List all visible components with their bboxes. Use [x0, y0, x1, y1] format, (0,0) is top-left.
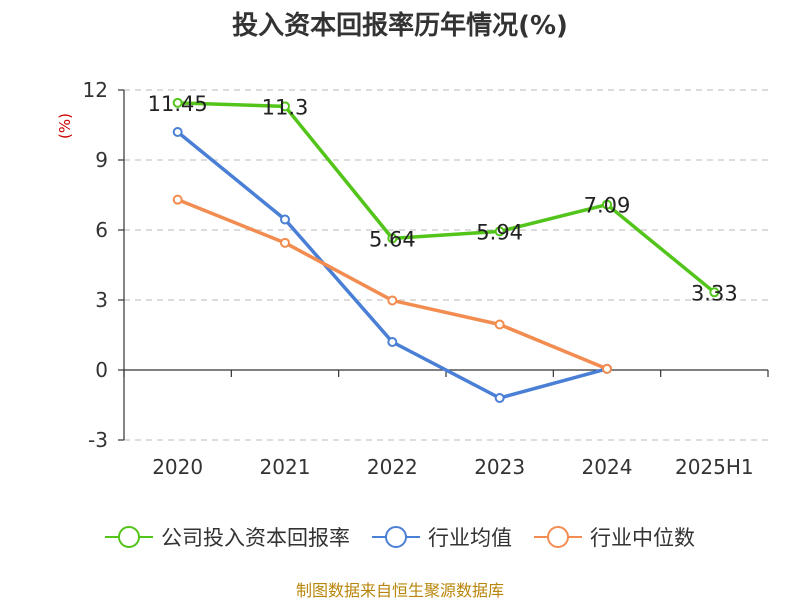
data-point	[172, 127, 183, 137]
legend-marker-icon	[385, 526, 407, 548]
legend-item[interactable]: 行业均值	[372, 526, 512, 550]
x-tick-label: 2023	[474, 455, 525, 479]
data-point	[280, 214, 290, 225]
data-label: 5.64	[369, 227, 416, 251]
gridlines	[124, 89, 768, 441]
legend-item[interactable]: 行业中位数	[534, 526, 695, 550]
data-label: 3.33	[691, 281, 738, 305]
y-tick-label: 12	[83, 78, 108, 102]
legend-label: 公司投入资本回报率	[161, 526, 350, 550]
data-point	[602, 363, 612, 374]
series-line	[176, 130, 608, 400]
data-label: 11.45	[148, 92, 208, 116]
data-point	[387, 233, 398, 244]
data-point	[387, 295, 398, 306]
data-point	[387, 337, 398, 347]
data-point	[172, 97, 183, 108]
data-point	[280, 101, 290, 112]
y-tick-label: 9	[95, 148, 108, 172]
series-line	[177, 101, 716, 294]
y-tick-label: 3	[95, 288, 108, 312]
x-tick-label: 2022	[367, 455, 418, 479]
legend-marker-icon	[547, 526, 569, 548]
y-axis-label: (%)	[56, 113, 74, 139]
data-point	[494, 226, 505, 237]
legend-label: 行业均值	[428, 526, 512, 550]
data-point	[602, 199, 612, 210]
x-tick-label: 2020	[152, 455, 203, 479]
x-tick-label: 2024	[582, 455, 633, 479]
data-point	[709, 287, 720, 298]
x-tick-label: 2025H1	[675, 455, 754, 479]
series-group	[172, 97, 720, 403]
x-tick-labels: 2020 2021 2022 2023 2024 2025H1	[152, 455, 753, 479]
data-label: 11.3	[262, 95, 309, 119]
y-tick-label: 6	[95, 218, 108, 242]
legend: 公司投入资本回报率 行业均值 行业中位数	[105, 526, 695, 550]
data-point	[280, 237, 290, 248]
legend-label: 行业中位数	[590, 526, 695, 550]
y-tick-label: -3	[88, 428, 108, 452]
legend-marker-icon	[118, 526, 140, 548]
data-point	[494, 319, 505, 330]
y-tick-label: 0	[95, 358, 108, 382]
axes	[118, 89, 769, 441]
data-labels: 11.45 11.3 5.64 5.94 7.09 3.33	[148, 92, 738, 305]
data-point	[172, 194, 183, 205]
x-tick-label: 2021	[260, 455, 311, 479]
data-point	[494, 393, 505, 403]
data-label: 7.09	[584, 194, 631, 218]
source-note: 制图数据来自恒生聚源数据库	[296, 581, 504, 600]
data-label: 5.94	[476, 220, 523, 244]
chart-title: 投入资本回报率历年情况(%)	[232, 10, 568, 41]
y-tick-labels: -3 0 3 6 9 12	[83, 78, 108, 452]
legend-item[interactable]: 公司投入资本回报率	[105, 526, 350, 550]
